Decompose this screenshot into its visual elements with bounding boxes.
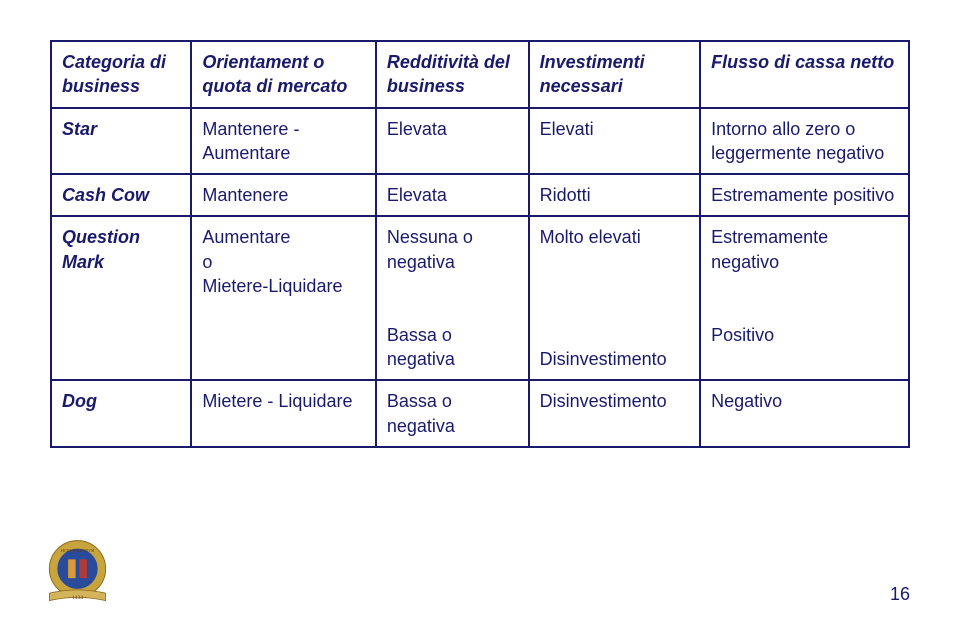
svg-text:· 1434 ·: · 1434 · bbox=[69, 595, 87, 601]
table-header-row: Categoria di business Orientament o quot… bbox=[51, 41, 909, 108]
cell-investments: Ridotti bbox=[529, 174, 701, 216]
table-row: Question Mark AumentareoMietere-Liquidar… bbox=[51, 216, 909, 380]
cell-category: Star bbox=[51, 108, 191, 175]
cell-orientation: Mantenere bbox=[191, 174, 375, 216]
svg-text:SICILIAE STVDIVM: SICILIAE STVDIVM bbox=[61, 549, 95, 553]
cell-investments: Molto elevatiDisinvestimento bbox=[529, 216, 701, 380]
cell-profitability: Elevata bbox=[376, 108, 529, 175]
cell-investments: Elevati bbox=[529, 108, 701, 175]
page-number: 16 bbox=[890, 584, 910, 605]
cell-cashflow: Negativo bbox=[700, 380, 909, 447]
bcg-matrix-table: Categoria di business Orientament o quot… bbox=[50, 40, 910, 448]
cell-profitability: Nessuna o negativaBassa o negativa bbox=[376, 216, 529, 380]
category-label: Question Mark bbox=[62, 227, 140, 271]
col-header-investments: Investimenti necessari bbox=[529, 41, 701, 108]
cell-orientation: Mantenere - Aumentare bbox=[191, 108, 375, 175]
col-header-profitability: Redditività del business bbox=[376, 41, 529, 108]
col-header-category: Categoria di business bbox=[51, 41, 191, 108]
table-row: Star Mantenere - Aumentare Elevata Eleva… bbox=[51, 108, 909, 175]
cell-cashflow: Estremamente positivo bbox=[700, 174, 909, 216]
cell-category: Cash Cow bbox=[51, 174, 191, 216]
table-row: Dog Mietere - Liquidare Bassa o negativa… bbox=[51, 380, 909, 447]
cell-profitability: Bassa o negativa bbox=[376, 380, 529, 447]
cell-orientation: AumentareoMietere-Liquidare bbox=[191, 216, 375, 380]
cell-cashflow: Intorno allo zero o leggermente negativo bbox=[700, 108, 909, 175]
col-header-cashflow: Flusso di cassa netto bbox=[700, 41, 909, 108]
cell-profitability: Elevata bbox=[376, 174, 529, 216]
col-header-orientation: Orientament o quota di mercato bbox=[191, 41, 375, 108]
cell-cashflow: Estremamente negativoPositivo bbox=[700, 216, 909, 380]
cell-orientation: Mietere - Liquidare bbox=[191, 380, 375, 447]
cell-category: Dog bbox=[51, 380, 191, 447]
category-label: Dog bbox=[62, 391, 97, 411]
university-seal-icon: · 1434 · SICILIAE STVDIVM bbox=[40, 535, 115, 610]
table-row: Cash Cow Mantenere Elevata Ridotti Estre… bbox=[51, 174, 909, 216]
cell-category: Question Mark bbox=[51, 216, 191, 380]
category-label: Star bbox=[62, 119, 97, 139]
cell-investments: Disinvestimento bbox=[529, 380, 701, 447]
category-label: Cash Cow bbox=[62, 185, 149, 205]
